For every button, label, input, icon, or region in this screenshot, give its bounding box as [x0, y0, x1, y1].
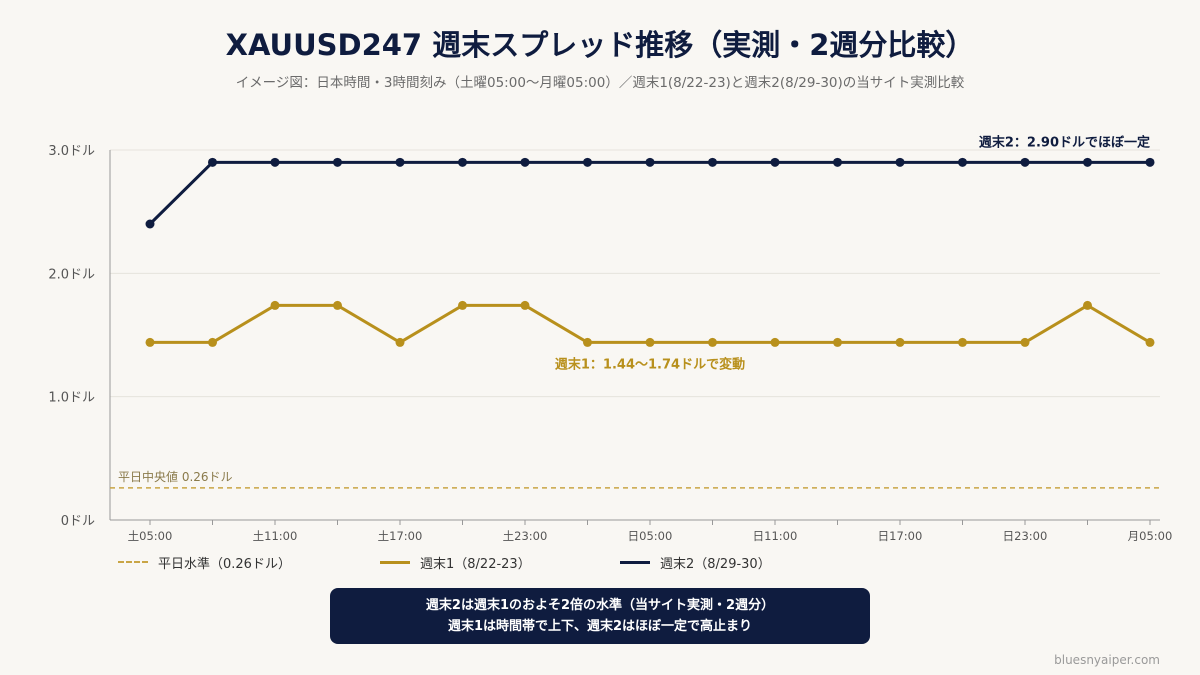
y-tick-label: 3.0ドル	[48, 144, 95, 159]
data-point-series-1	[1020, 337, 1030, 347]
x-tick-label: 土17:00	[378, 529, 423, 543]
legend-swatch-reference	[118, 561, 148, 563]
data-point-series-2	[895, 157, 905, 167]
series-line-2	[148, 160, 1150, 226]
x-tick-label: 月05:00	[1128, 529, 1173, 543]
data-point-series-1	[833, 337, 842, 347]
data-point-series-1	[895, 337, 905, 347]
data-point-series-1	[458, 300, 467, 310]
data-point-series-2	[645, 157, 655, 167]
legend-item-weekend1: 週末1（8/22-23）	[380, 552, 531, 572]
data-point-series-1	[770, 337, 780, 347]
data-point-series-1	[333, 300, 342, 310]
data-point-series-2	[770, 157, 780, 167]
y-tick-label: 1.0ドル	[48, 391, 95, 406]
reference-label: 平日中央値 0.26ドル	[118, 469, 233, 484]
x-tick-label: 土05:00	[128, 529, 173, 543]
data-point-series-2	[708, 157, 717, 167]
legend-item-weekend2: 週末2（8/29-30）	[620, 552, 771, 572]
data-point-series-2	[145, 219, 155, 229]
data-point-series-2	[583, 157, 592, 167]
data-point-series-2	[520, 157, 530, 167]
legend-swatch-weekend1	[380, 560, 410, 564]
data-point-series-1	[208, 337, 217, 347]
data-point-series-2	[395, 157, 405, 167]
x-tick-label: 土23:00	[503, 529, 548, 543]
data-point-series-2	[270, 157, 280, 167]
chart-subtitle: イメージ図：日本時間・3時間刻み（土曜05:00〜月曜05:00）／週末1(8/…	[235, 75, 965, 91]
data-point-series-2	[1020, 157, 1030, 167]
series-line-1	[150, 303, 1151, 344]
data-point-series-2	[1083, 157, 1092, 167]
data-point-series-1	[1145, 337, 1155, 347]
data-point-series-1	[583, 337, 592, 347]
data-point-series-1	[645, 337, 655, 347]
data-point-series-2	[833, 157, 842, 167]
data-point-series-1	[145, 337, 155, 347]
y-tick-label: 0ドル	[61, 514, 95, 529]
summary-note-line-2: 週末1は時間帯で上下、週末2はほぼ一定で高止まり	[447, 619, 753, 634]
data-point-series-1	[270, 300, 280, 310]
summary-note-line-1: 週末2は週末1のおよそ2倍の水準（当サイト実測・2週分）	[425, 598, 775, 613]
legend-label-weekend1: 週末1（8/22-23）	[420, 556, 531, 572]
y-tick-label: 2.0ドル	[48, 267, 95, 282]
data-point-series-1	[1083, 300, 1092, 310]
legend-swatch-weekend2	[620, 560, 650, 564]
site-credit: bluesnyaiper.com	[1054, 653, 1160, 667]
data-point-series-2	[1145, 157, 1155, 167]
data-point-series-1	[958, 337, 967, 347]
data-point-series-1	[708, 337, 717, 347]
data-point-series-2	[958, 157, 967, 167]
x-tick-label: 日23:00	[1003, 529, 1048, 543]
summary-note-box: 週末2は週末1のおよそ2倍の水準（当サイト実測・2週分） 週末1は時間帯で上下、…	[330, 588, 870, 644]
legend-item-reference: 平日水準（0.26ドル）	[118, 552, 291, 572]
annotation-weekend2: 週末2：2.90ドルでほぼ一定	[979, 134, 1150, 150]
data-point-series-2	[333, 157, 342, 167]
x-tick-label: 日11:00	[753, 529, 798, 543]
legend-label-weekend2: 週末2（8/29-30）	[660, 556, 771, 572]
data-point-series-1	[395, 337, 405, 347]
x-tick-label: 日17:00	[878, 529, 923, 543]
data-point-series-1	[520, 300, 530, 310]
x-tick-label: 土11:00	[253, 529, 298, 543]
data-point-series-2	[458, 157, 467, 167]
x-tick-label: 日05:00	[628, 529, 673, 543]
annotation-weekend1: 週末1：1.44〜1.74ドルで変動	[555, 356, 745, 372]
legend-label-reference: 平日水準（0.26ドル）	[158, 556, 291, 572]
chart-title: XAUUSD247 週末スプレッド推移（実測・2週分比較）	[225, 28, 975, 62]
data-point-series-2	[208, 157, 217, 167]
